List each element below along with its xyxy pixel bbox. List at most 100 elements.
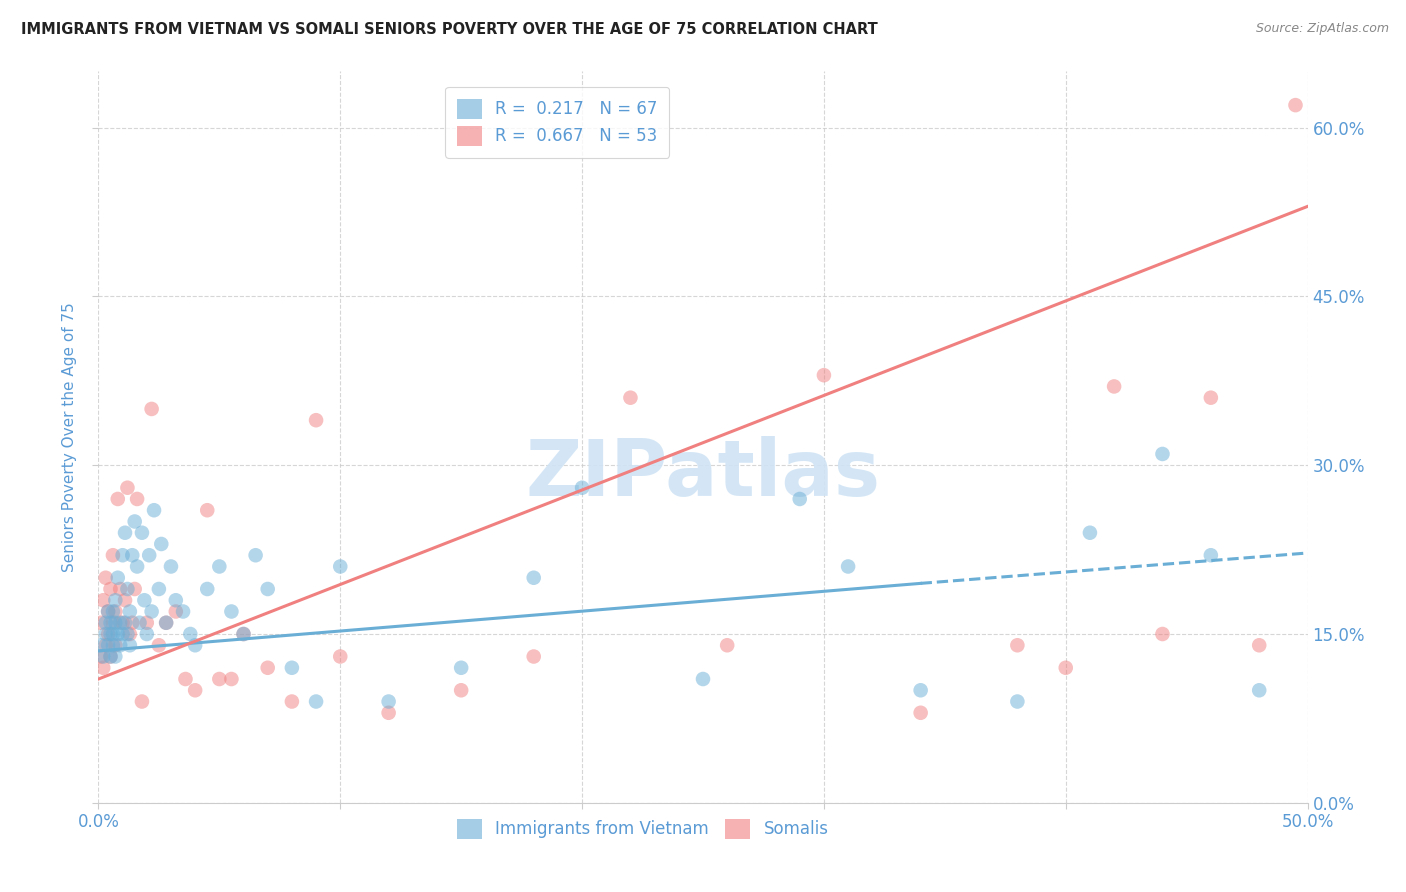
Point [523,649,546,664]
Point [90,649,112,664]
Point [141,401,163,416]
Point [1102,379,1125,393]
Point [97,627,120,641]
Point [150,537,173,551]
Point [118,627,141,641]
Point [108,638,131,652]
Point [124,582,146,596]
Point [97,605,120,619]
Text: ZIPatlas: ZIPatlas [526,435,880,512]
Point [1249,638,1271,652]
Point [135,615,157,630]
Point [1199,548,1222,562]
Point [148,582,170,596]
Point [111,627,134,641]
Point [1054,661,1077,675]
Point [131,694,153,708]
Point [195,582,218,596]
Point [94,627,117,641]
Point [910,683,932,698]
Point [155,615,177,630]
Point [100,649,122,664]
Point [94,638,117,652]
Point [124,515,146,529]
Point [101,638,124,652]
Point [127,559,149,574]
Point [94,571,117,585]
Point [117,582,139,596]
Point [221,605,243,619]
Point [305,694,328,708]
Point [165,593,187,607]
Point [94,615,117,630]
Point [101,615,124,630]
Point [128,615,150,630]
Point [305,413,328,427]
Point [134,593,156,607]
Point [692,672,714,686]
Point [281,694,304,708]
Point [135,627,157,641]
Point [174,672,197,686]
Point [108,582,131,596]
Point [114,593,136,607]
Point [1199,391,1222,405]
Point [121,615,143,630]
Point [256,661,278,675]
Point [208,672,231,686]
Point [143,503,166,517]
Point [1284,98,1306,112]
Point [104,615,127,630]
Point [789,491,811,506]
Point [837,559,859,574]
Point [281,661,304,675]
Point [117,627,139,641]
Point [450,683,472,698]
Point [619,391,641,405]
Point [104,649,127,664]
Point [1007,694,1029,708]
Point [256,582,278,596]
Point [450,661,472,675]
Point [97,605,120,619]
Point [165,605,187,619]
Point [1078,525,1101,540]
Point [104,638,127,652]
Point [221,672,243,686]
Point [100,615,122,630]
Point [148,638,170,652]
Text: IMMIGRANTS FROM VIETNAM VS SOMALI SENIORS POVERTY OVER THE AGE OF 75 CORRELATION: IMMIGRANTS FROM VIETNAM VS SOMALI SENIOR… [21,22,877,37]
Point [107,571,129,585]
Point [160,559,183,574]
Point [101,627,124,641]
Point [111,615,134,630]
Point [101,548,124,562]
Point [329,559,352,574]
Point [232,627,254,641]
Point [1152,627,1174,641]
Point [138,548,160,562]
Point [208,559,231,574]
Point [104,593,127,607]
Point [117,481,139,495]
Point [377,694,399,708]
Point [523,571,546,585]
Point [377,706,399,720]
Point [1152,447,1174,461]
Point [100,649,122,664]
Point [813,368,835,383]
Point [118,638,141,652]
Point [127,491,149,506]
Point [245,548,267,562]
Point [104,605,127,619]
Point [114,525,136,540]
Point [195,503,218,517]
Point [100,627,122,641]
Point [131,525,153,540]
Legend: Immigrants from Vietnam, Somalis: Immigrants from Vietnam, Somalis [450,812,835,846]
Point [100,582,122,596]
Point [910,706,932,720]
Point [232,627,254,641]
Point [141,605,163,619]
Point [91,649,114,664]
